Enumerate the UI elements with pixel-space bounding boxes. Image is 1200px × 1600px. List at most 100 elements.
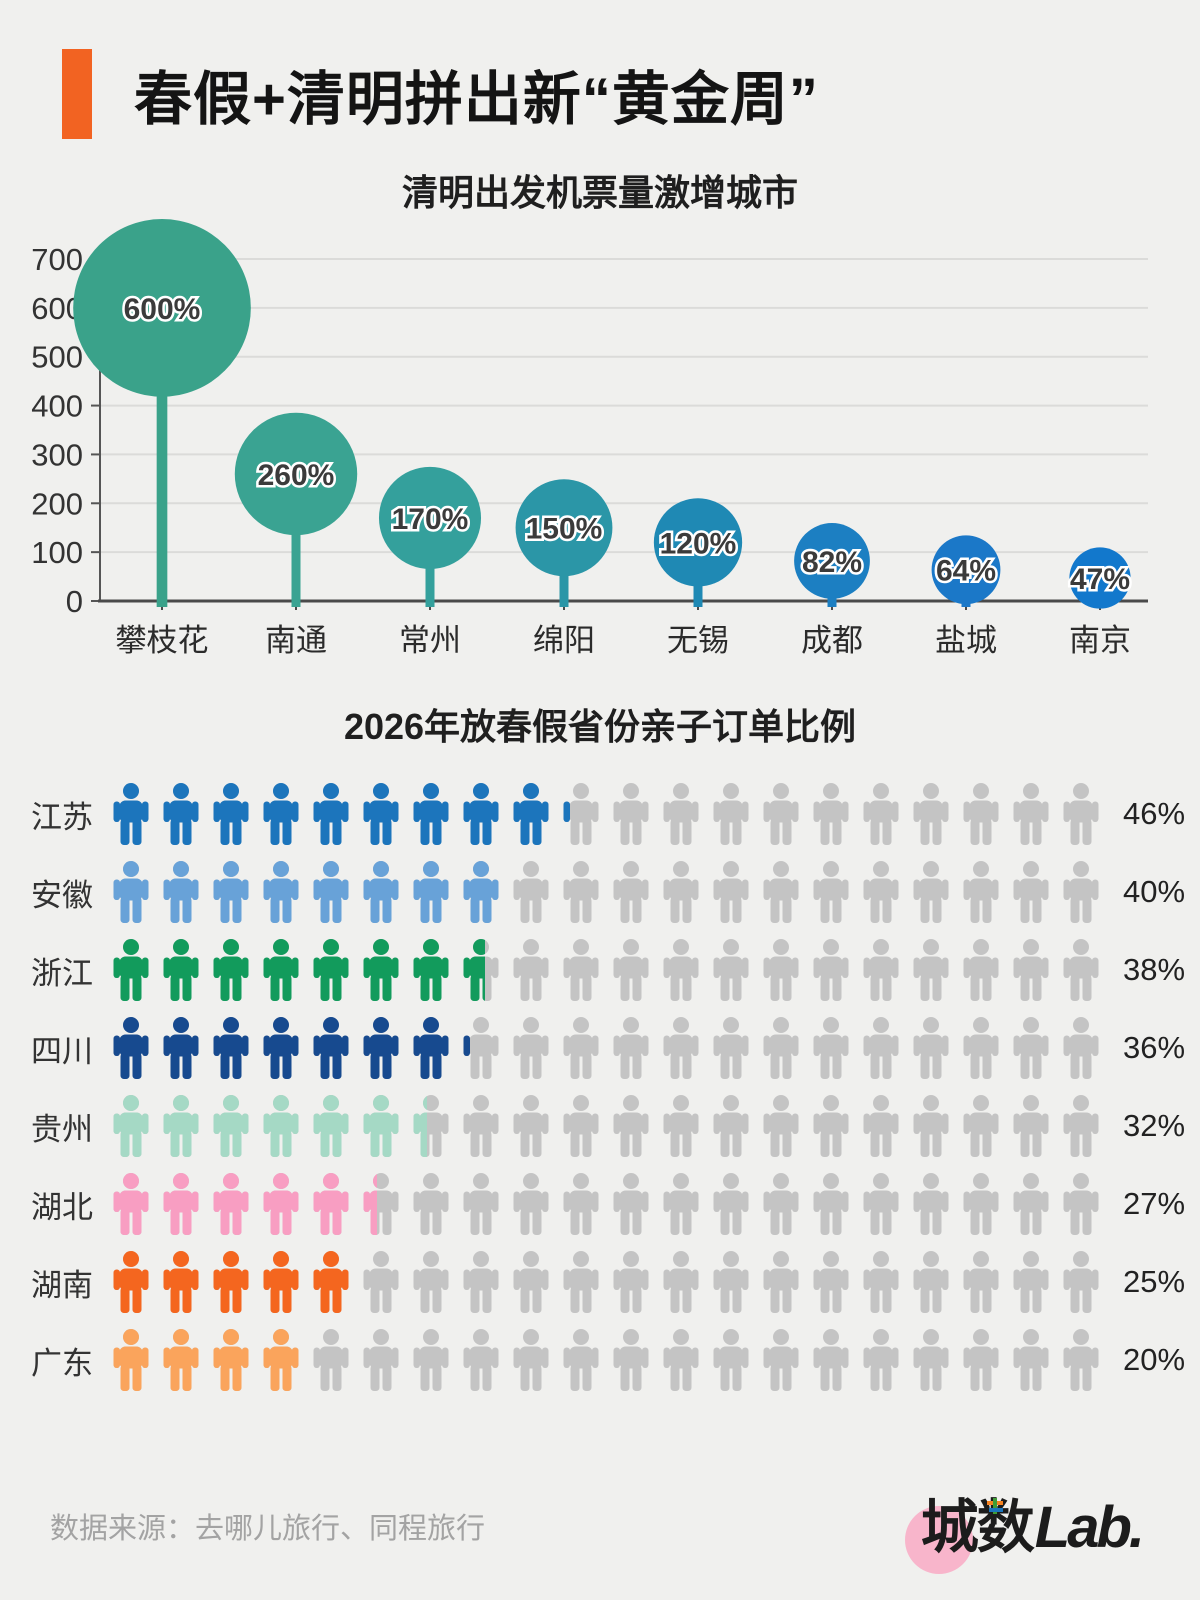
- data-source-note: 数据来源：去哪儿旅行、同程旅行: [50, 1513, 486, 1545]
- bubble-value-label: 150%: [526, 513, 603, 546]
- person-icon: [1062, 939, 1100, 1001]
- page-header: 春假+清明拼出新“黄金周”: [0, 0, 1200, 139]
- person-icon: [662, 1251, 700, 1313]
- person-icon: [112, 1251, 150, 1313]
- person-icon: [212, 1095, 250, 1157]
- person-icon: [162, 1251, 200, 1313]
- person-icon: [262, 1173, 300, 1235]
- person-icon: [262, 1329, 300, 1391]
- page-footer: 数据来源：去哪儿旅行、同程旅行 城数 Lab.: [0, 1480, 1200, 1574]
- person-icon: [462, 1095, 500, 1157]
- person-icon: [1062, 1173, 1100, 1235]
- person-icon: [912, 861, 950, 923]
- person-icon: [1062, 783, 1100, 845]
- person-icon: [1062, 1095, 1100, 1157]
- person-icon: [312, 861, 350, 923]
- y-axis-tick-label: 300: [31, 437, 83, 472]
- pictogram-row-4: 贵州 32%: [31, 1087, 1200, 1165]
- person-icon: [212, 1017, 250, 1079]
- person-icon: [562, 1173, 600, 1235]
- person-icon: [562, 861, 600, 923]
- person-icon: [712, 1173, 750, 1235]
- person-icon: [662, 939, 700, 1001]
- city-label: 攀枝花: [116, 623, 209, 658]
- bubble-value-label: 170%: [392, 503, 469, 536]
- person-icon: [412, 1017, 450, 1079]
- percentage-value: 32%: [1123, 1108, 1186, 1143]
- person-icon: [912, 1095, 950, 1157]
- person-icon: [1012, 1329, 1050, 1391]
- person-icon: [462, 939, 500, 1001]
- person-icon: [962, 1329, 1000, 1391]
- person-icon: [362, 1251, 400, 1313]
- person-icon: [412, 1251, 450, 1313]
- province-label: 浙江: [31, 955, 93, 991]
- pictogram-row-6: 湖南 25%: [31, 1243, 1200, 1321]
- bubble-value-label: 82%: [802, 546, 862, 579]
- person-icon: [812, 1329, 850, 1391]
- person-icon: [462, 1017, 500, 1079]
- province-label: 贵州: [31, 1111, 93, 1147]
- city-label: 绵阳: [533, 623, 595, 658]
- person-icon: [212, 939, 250, 1001]
- person-icon: [112, 1329, 150, 1391]
- person-icon: [512, 1329, 550, 1391]
- y-axis-tick-label: 400: [31, 389, 83, 424]
- person-icon: [612, 1017, 650, 1079]
- person-icon-strip: [112, 1017, 1112, 1079]
- person-icon: [562, 1017, 600, 1079]
- person-icon: [212, 1251, 250, 1313]
- person-icon: [512, 1173, 550, 1235]
- person-icon: [562, 1329, 600, 1391]
- person-icon: [412, 861, 450, 923]
- person-icon: [1062, 1329, 1100, 1391]
- bubble-1: [234, 412, 358, 536]
- person-icon: [1062, 1017, 1100, 1079]
- person-icon: [412, 1095, 450, 1157]
- person-icon: [812, 861, 850, 923]
- person-icon: [112, 939, 150, 1001]
- person-icon: [862, 861, 900, 923]
- person-icon: [762, 861, 800, 923]
- city-label: 南通: [265, 623, 327, 658]
- person-icon: [512, 1095, 550, 1157]
- person-icon: [612, 861, 650, 923]
- title-accent-bar: [62, 49, 92, 139]
- bubble-value-label: 260%: [258, 459, 335, 492]
- person-icon: [362, 1173, 400, 1235]
- person-icon: [162, 861, 200, 923]
- pictogram-row-0: 江苏 46%: [31, 775, 1200, 853]
- person-icon: [162, 1173, 200, 1235]
- person-icon: [912, 939, 950, 1001]
- person-icon: [962, 1095, 1000, 1157]
- person-icon: [712, 1329, 750, 1391]
- person-icon: [662, 1329, 700, 1391]
- person-icon: [862, 1173, 900, 1235]
- pictogram-row-3: 四川 36%: [31, 1009, 1200, 1087]
- bubble-0: [73, 219, 251, 397]
- person-icon: [262, 783, 300, 845]
- person-icon: [1062, 861, 1100, 923]
- person-icon: [312, 1329, 350, 1391]
- person-icon: [812, 1251, 850, 1313]
- bubble-value-label: 600%: [124, 293, 201, 326]
- person-icon: [262, 1095, 300, 1157]
- chengshu-lab-logo: 城数 Lab.: [904, 1480, 1145, 1574]
- person-icon: [862, 1251, 900, 1313]
- person-icon: [562, 783, 600, 845]
- bubble-value-label: 120%: [660, 527, 737, 560]
- person-icon: [662, 1173, 700, 1235]
- pictogram-row-7: 广东 20%: [31, 1321, 1200, 1399]
- person-icon: [212, 1173, 250, 1235]
- person-icon: [1062, 1251, 1100, 1313]
- person-icon: [312, 1017, 350, 1079]
- y-axis-tick-label: 0: [66, 584, 83, 619]
- province-label: 四川: [31, 1033, 93, 1069]
- person-icon: [562, 1251, 600, 1313]
- person-icon: [762, 1095, 800, 1157]
- person-icon: [762, 1251, 800, 1313]
- city-label: 常州: [399, 623, 461, 658]
- bubble-3: [515, 479, 613, 577]
- pictogram-row-1: 安徽 40%: [31, 853, 1200, 931]
- person-icon: [662, 1095, 700, 1157]
